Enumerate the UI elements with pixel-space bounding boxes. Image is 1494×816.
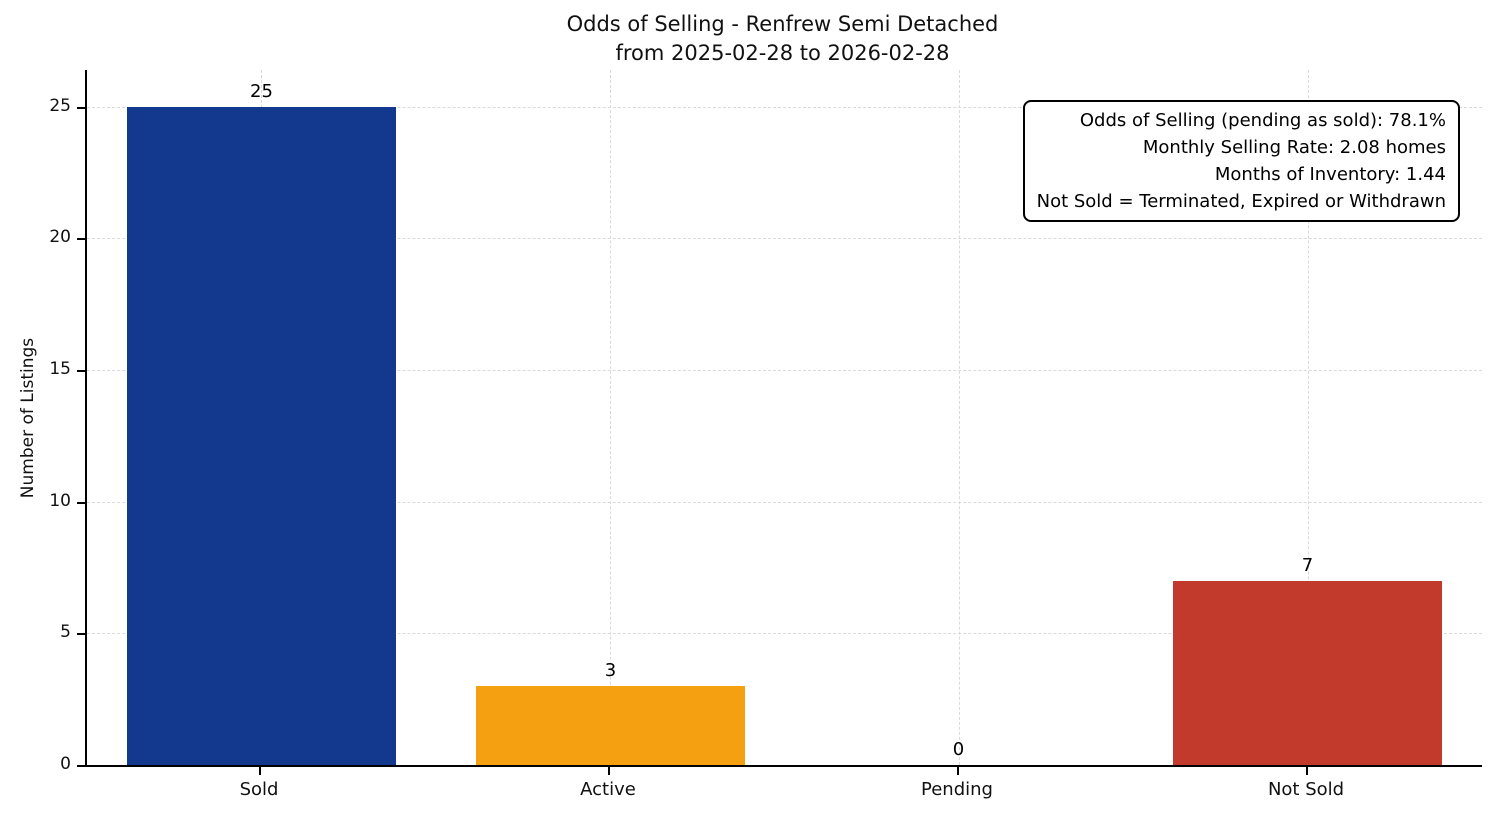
y-tick-label-20: 20	[49, 227, 71, 248]
y-tick-mark	[77, 633, 85, 636]
chart-title-line1: Odds of Selling - Renfrew Semi Detached	[566, 12, 999, 36]
y-tick-label-15: 15	[49, 359, 71, 380]
x-tick-label-active: Active	[580, 779, 636, 800]
bar-value-label-pending: 0	[952, 739, 965, 760]
y-tick-mark	[77, 501, 85, 504]
plot-area: 25 3 0 7	[85, 70, 1482, 767]
y-axis-label: Number of Listings	[18, 337, 38, 499]
v-gridline	[1308, 70, 1309, 765]
h-gridline	[87, 633, 1482, 635]
v-gridline	[610, 70, 611, 765]
bar-active	[476, 686, 745, 765]
x-tick-label-not-sold: Not Sold	[1267, 779, 1345, 800]
x-tick-label-pending: Pending	[921, 779, 993, 800]
stats-annotation-box: Odds of Selling (pending as sold): 78.1%…	[1022, 100, 1460, 222]
annotation-months-of-inventory: Months of Inventory: 1.44	[1214, 164, 1446, 185]
h-gridline	[87, 106, 1482, 108]
annotation-not-sold-definition: Not Sold = Terminated, Expired or Withdr…	[1036, 191, 1446, 212]
y-tick-mark	[77, 106, 85, 109]
v-gridline	[959, 70, 960, 765]
chart-title: Odds of Selling - Renfrew Semi Detached …	[85, 10, 1480, 68]
y-tick-label-5: 5	[60, 622, 71, 643]
x-tick-mark	[1306, 767, 1308, 775]
annotation-monthly-selling-rate: Monthly Selling Rate: 2.08 homes	[1142, 137, 1446, 158]
x-tick-mark	[259, 767, 261, 775]
y-tick-label-10: 10	[49, 490, 71, 511]
bar-value-label-sold: 25	[250, 80, 273, 102]
annotation-odds-of-selling: Odds of Selling (pending as sold): 78.1%	[1079, 110, 1446, 131]
x-tick-mark	[608, 767, 610, 775]
bar-value-label-active: 3	[604, 660, 617, 682]
y-tick-mark	[77, 238, 85, 241]
y-tick-mark	[77, 370, 85, 373]
h-gridline	[87, 501, 1482, 503]
x-tick-label-sold: Sold	[239, 779, 279, 800]
y-tick-label-0: 0	[60, 754, 71, 774]
bar-not-sold	[1173, 581, 1442, 765]
h-gridline	[87, 370, 1482, 372]
y-tick-label-25: 25	[49, 95, 71, 116]
bar-value-label-not-sold: 7	[1301, 554, 1314, 576]
chart-title-line2: from 2025-02-28 to 2026-02-28	[615, 41, 950, 65]
y-tick-mark	[77, 765, 85, 767]
x-tick-mark	[957, 767, 959, 775]
h-gridline	[87, 238, 1482, 240]
bar-sold	[127, 107, 396, 765]
